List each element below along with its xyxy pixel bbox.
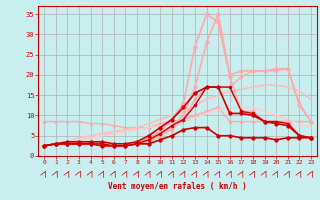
X-axis label: Vent moyen/en rafales ( km/h ): Vent moyen/en rafales ( km/h ) [108,182,247,191]
